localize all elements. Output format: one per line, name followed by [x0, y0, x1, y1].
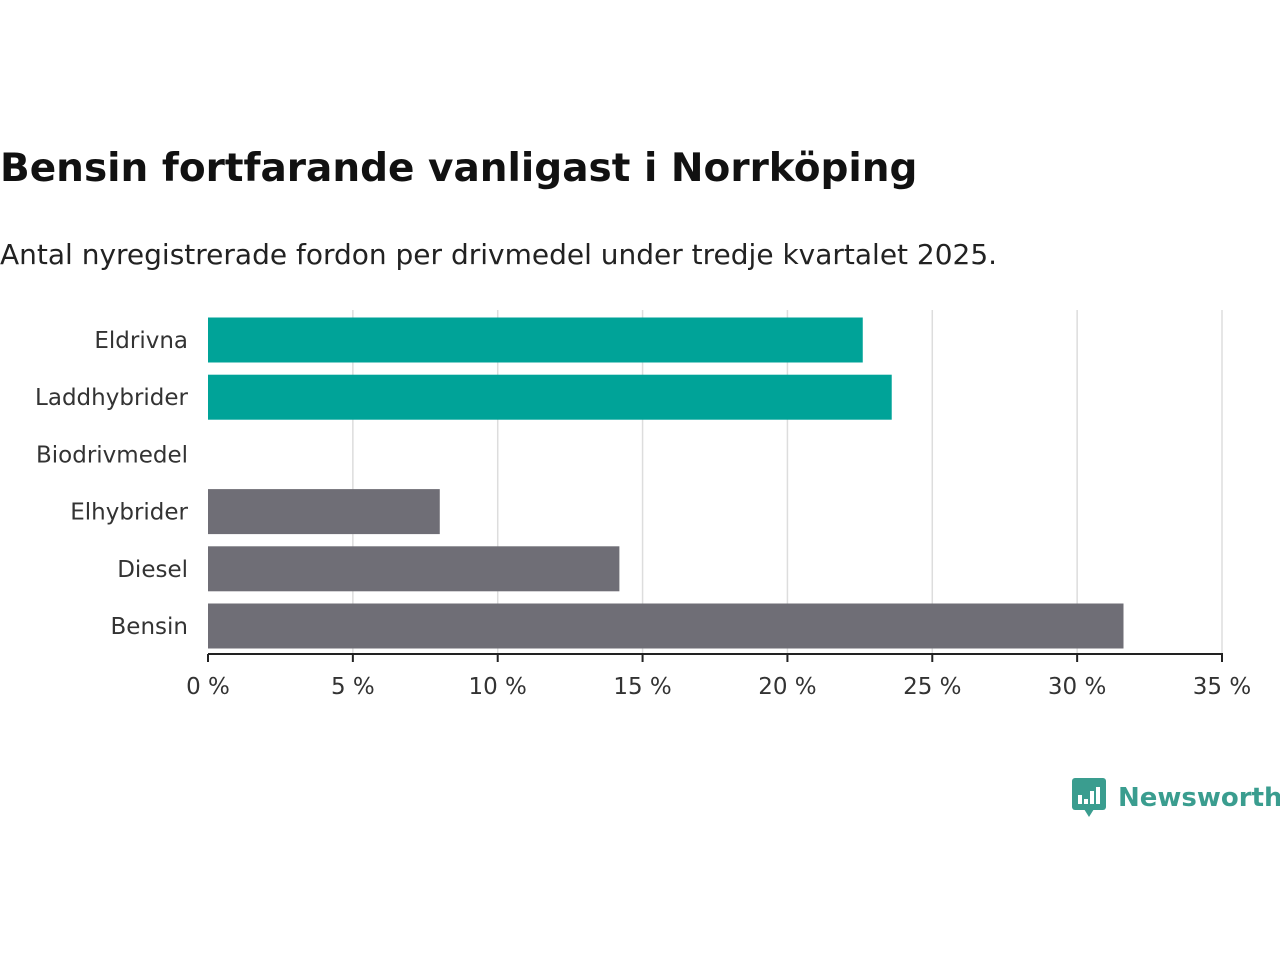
category-label: Diesel: [117, 557, 188, 583]
chart-title: Bensin fortfarande vanligast i Norrköpin…: [0, 146, 918, 191]
newsworthy-logo-icon: [1072, 778, 1106, 817]
x-tick-label: 15 %: [613, 674, 671, 700]
bar-eldrivna: [208, 317, 863, 363]
x-tick-label: 25 %: [903, 674, 961, 700]
gridlines: [352, 310, 1223, 654]
bar-elhybrider: [208, 489, 440, 535]
x-tick-label: 10 %: [468, 674, 526, 700]
category-label: Biodrivmedel: [36, 442, 188, 468]
category-label: Eldrivna: [94, 328, 188, 354]
chart-subtitle: Antal nyregistrerade fordon per drivmede…: [0, 238, 998, 271]
x-tick-label: 35 %: [1193, 674, 1251, 700]
bar-laddhybrider: [208, 374, 892, 420]
bar-bensin: [208, 603, 1124, 649]
category-label: Elhybrider: [70, 500, 188, 526]
x-tick-label: 0 %: [186, 674, 230, 700]
x-tick-label: 30 %: [1048, 674, 1106, 700]
x-tick-label: 20 %: [758, 674, 816, 700]
category-labels: Eldrivna Laddhybrider Biodrivmedel Elhybrid…: [35, 328, 188, 640]
x-tick-label: 5 %: [331, 674, 375, 700]
category-label: Bensin: [111, 614, 188, 640]
bars: [208, 317, 1124, 649]
category-label: Laddhybrider: [35, 385, 188, 411]
brand-name: Newsworthy: [1118, 783, 1280, 813]
bar-diesel: [208, 546, 620, 592]
x-axis: 0 % 5 % 10 % 15 % 20 % 25 % 30 % 35 %: [186, 653, 1251, 700]
brand: Newsworthy: [1072, 776, 1280, 820]
bar-chart: Eldrivna Laddhybrider Biodrivmedel Elhybrid…: [35, 310, 1251, 700]
